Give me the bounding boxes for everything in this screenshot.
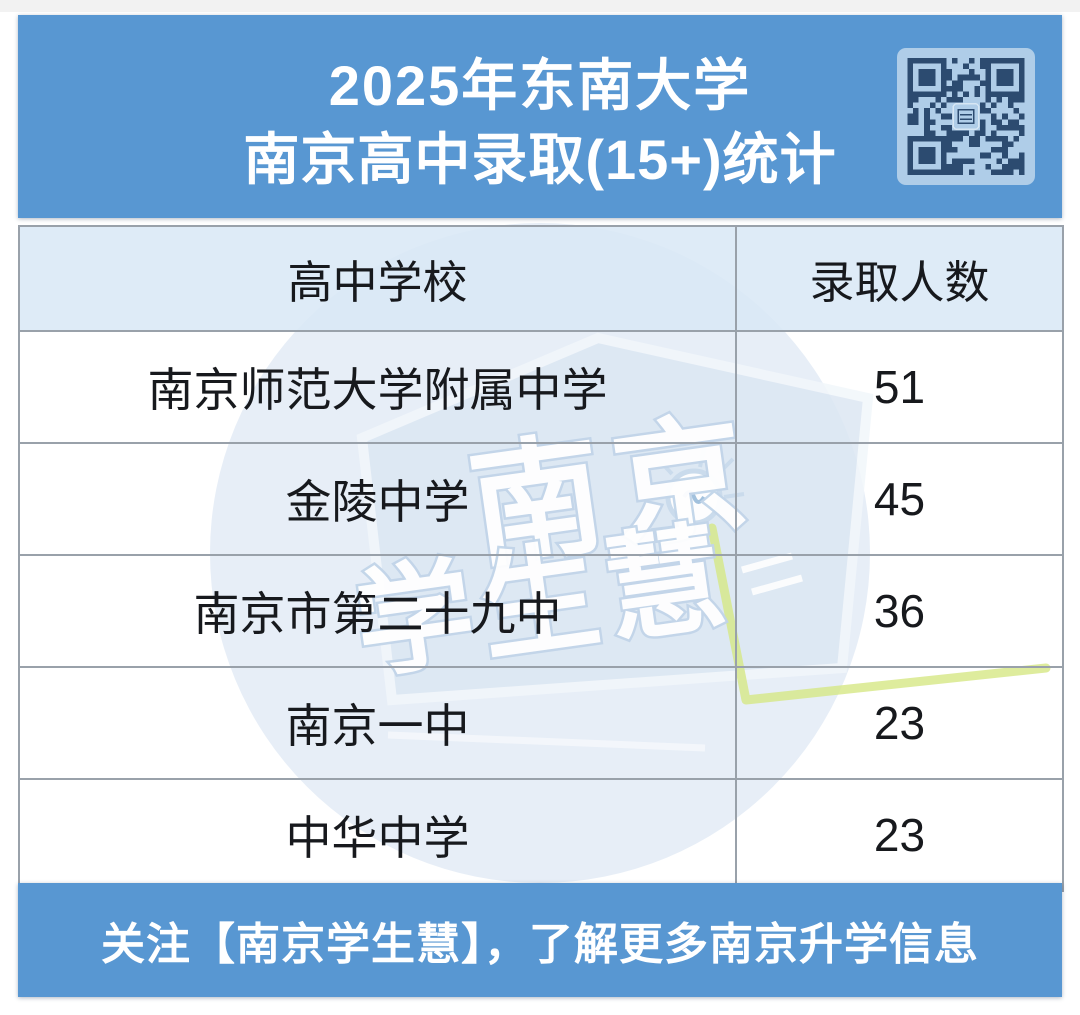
table-row: 中华中学 23	[18, 778, 1064, 892]
poster-header: 2025年东南大学 南京高中录取(15+)统计	[18, 15, 1062, 218]
admissions-table: 高中学校 录取人数 南京师范大学附属中学 51 金陵中学 45 南京市第二十九中…	[18, 225, 1064, 892]
school-name-cell: 南京市第二十九中	[18, 554, 737, 668]
table-row: 南京师范大学附属中学 51	[18, 330, 1064, 444]
column-header-school: 高中学校	[18, 225, 737, 332]
school-name-cell: 金陵中学	[18, 442, 737, 556]
school-name-cell: 南京一中	[18, 666, 737, 780]
poster-footer: 关注【南京学生慧】，了解更多南京升学信息	[18, 883, 1062, 997]
qr-code	[897, 48, 1035, 185]
admitted-count-cell: 45	[735, 442, 1064, 556]
footer-text: 关注【南京学生慧】，了解更多南京升学信息	[101, 920, 979, 969]
school-name-cell: 中华中学	[18, 778, 737, 892]
column-header-count: 录取人数	[735, 225, 1064, 332]
admitted-count-cell: 51	[735, 330, 1064, 444]
table-row: 南京市第二十九中 36	[18, 554, 1064, 668]
title-line-2: 南京高中录取(15+)统计	[243, 128, 837, 191]
table-row: 金陵中学 45	[18, 442, 1064, 556]
table-body: 南京师范大学附属中学 51 金陵中学 45 南京市第二十九中 36 南京一中 2…	[18, 330, 1064, 892]
top-edge-strip	[0, 0, 1080, 12]
table-row: 南京一中 23	[18, 666, 1064, 780]
admitted-count-cell: 23	[735, 666, 1064, 780]
admitted-count-cell: 36	[735, 554, 1064, 668]
school-name-cell: 南京师范大学附属中学	[18, 330, 737, 444]
admitted-count-cell: 23	[735, 778, 1064, 892]
table-header-row: 高中学校 录取人数	[18, 225, 1064, 332]
title-line-1: 2025年东南大学	[328, 54, 752, 117]
qr-code-pattern	[907, 58, 1025, 175]
